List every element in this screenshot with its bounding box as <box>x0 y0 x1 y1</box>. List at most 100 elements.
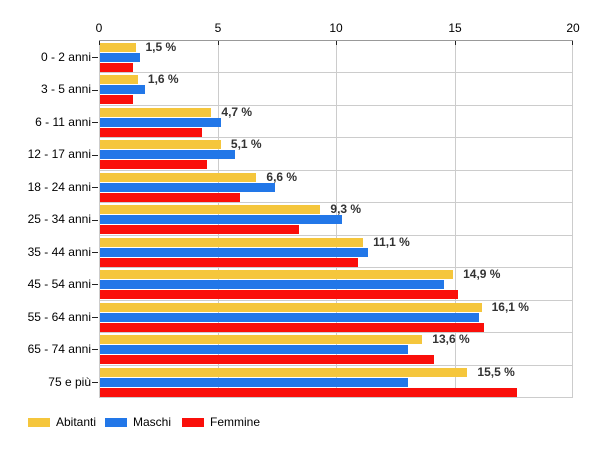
bar-maschi <box>100 85 145 95</box>
bar-maschi <box>100 182 276 192</box>
value-label: 14,9 % <box>463 267 501 282</box>
category-tick-mark <box>92 89 98 91</box>
x-gridline <box>455 41 456 398</box>
category-label: 45 - 54 anni <box>27 277 91 292</box>
value-label: 1,5 % <box>145 40 177 54</box>
bar-abitanti <box>100 107 212 117</box>
row-gridline <box>99 137 573 139</box>
row-gridline <box>99 234 573 236</box>
category-label: 12 - 17 anni <box>27 147 91 162</box>
bar-abitanti <box>100 172 257 182</box>
value-label: 16,1 % <box>491 299 529 314</box>
row-gridline <box>99 104 573 106</box>
x-tick-mark <box>218 41 219 45</box>
x-tick-mark <box>336 41 337 45</box>
legend-item-maschi: Maschi <box>105 416 182 429</box>
bar-maschi <box>100 345 409 355</box>
bar-maschi <box>100 247 368 257</box>
category-tick-mark <box>92 219 98 221</box>
bar-maschi <box>100 150 236 160</box>
bar-femmine <box>100 192 240 202</box>
category-tick-mark <box>92 381 98 383</box>
x-tick-mark <box>455 41 456 45</box>
bar-femmine <box>100 127 202 137</box>
x-tick-label: 20 <box>566 21 580 35</box>
bar-abitanti <box>100 237 364 247</box>
category-tick-mark <box>92 349 98 351</box>
legend-swatch-femmine <box>182 418 204 427</box>
value-label: 11,1 % <box>373 234 410 249</box>
x-gridline <box>572 41 573 398</box>
category-tick-mark <box>92 122 98 124</box>
category-label: 75 e più <box>48 374 91 389</box>
row-gridline <box>99 169 573 171</box>
category-tick-mark <box>92 187 98 189</box>
row-gridline <box>99 267 573 269</box>
bar-abitanti <box>100 43 136 52</box>
row-gridline <box>99 72 573 74</box>
value-label: 13,6 % <box>432 332 470 347</box>
value-label: 5,1 % <box>230 137 262 152</box>
x-tick-label: 10 <box>329 21 343 35</box>
legend-item-abitanti: Abitanti <box>28 416 105 429</box>
bar-femmine <box>100 95 134 105</box>
category-tick-mark <box>92 57 98 59</box>
legend: Abitanti Maschi Femmine <box>28 415 261 429</box>
category-tick-mark <box>92 316 98 318</box>
category-label: 65 - 74 anni <box>27 342 91 357</box>
bar-abitanti <box>100 335 423 345</box>
row-gridline <box>99 299 573 301</box>
row-gridline <box>99 397 573 398</box>
row-gridline <box>99 364 573 366</box>
bar-maschi <box>100 312 480 322</box>
bar-abitanti <box>100 140 221 150</box>
bar-maschi <box>100 117 221 127</box>
bar-maschi <box>100 377 409 387</box>
bar-femmine <box>100 160 207 170</box>
bar-femmine <box>100 322 484 332</box>
legend-swatch-abitanti <box>28 418 50 427</box>
x-tick-mark <box>572 41 573 45</box>
bar-femmine <box>100 355 435 365</box>
bar-abitanti <box>100 302 482 312</box>
bar-abitanti <box>100 367 468 377</box>
bar-femmine <box>100 387 518 397</box>
bar-femmine <box>100 257 359 267</box>
x-gridline <box>99 41 100 398</box>
bar-abitanti <box>100 270 454 280</box>
x-tick-mark <box>99 41 100 45</box>
category-label: 55 - 64 anni <box>27 309 91 324</box>
row-gridline <box>99 202 573 204</box>
bar-femmine <box>100 63 134 72</box>
bar-femmine <box>100 290 458 300</box>
category-tick-mark <box>92 284 98 286</box>
legend-swatch-maschi <box>105 418 127 427</box>
bar-abitanti <box>100 75 138 85</box>
legend-label-maschi: Maschi <box>133 415 172 429</box>
category-label: 18 - 24 anni <box>27 179 91 194</box>
legend-item-femmine: Femmine <box>182 415 261 429</box>
value-label: 6,6 % <box>266 169 298 184</box>
value-label: 1,6 % <box>147 72 179 87</box>
x-tick-label: 15 <box>448 21 462 35</box>
category-label: 25 - 34 anni <box>27 212 91 227</box>
value-label: 4,7 % <box>221 104 253 119</box>
category-label: 35 - 44 anni <box>27 244 91 259</box>
bar-abitanti <box>100 205 321 215</box>
value-label: 15,5 % <box>477 364 515 379</box>
bar-maschi <box>100 215 342 225</box>
category-label: 0 - 2 anni <box>40 50 91 64</box>
category-tick-mark <box>92 154 98 156</box>
legend-label-femmine: Femmine <box>210 415 261 429</box>
row-gridline <box>99 332 573 334</box>
category-tick-mark <box>92 251 98 253</box>
category-label: 6 - 11 anni <box>35 114 91 129</box>
bar-femmine <box>100 225 300 235</box>
legend-label-abitanti: Abitanti <box>56 415 97 429</box>
bar-maschi <box>100 280 444 290</box>
x-tick-label: 5 <box>214 21 222 35</box>
plot-area: 0 5 10 15 20 0 - 2 anni 1,5 % 3 - 5 anni 1,6 % 6 … <box>28 21 580 398</box>
x-tick-label: 0 <box>95 21 103 35</box>
value-label: 9,3 % <box>330 202 362 217</box>
